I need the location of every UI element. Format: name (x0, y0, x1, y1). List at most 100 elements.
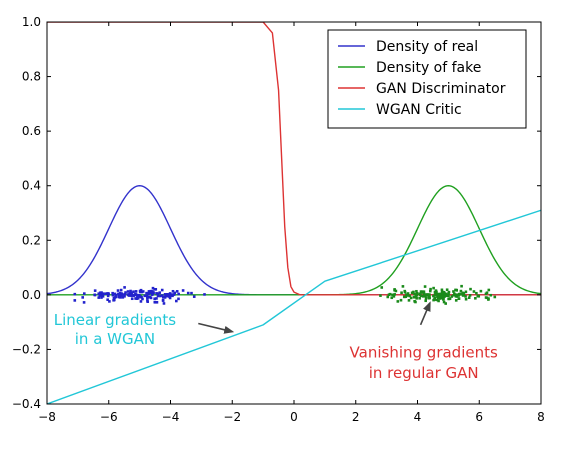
scatter-point (391, 293, 394, 297)
scatter-point (163, 293, 167, 296)
scatter-point (150, 293, 154, 296)
scatter-point (396, 300, 400, 303)
scatter-point (448, 297, 451, 300)
legend-label-density-of-real: Density of real (376, 39, 478, 55)
scatter-point (415, 289, 418, 293)
scatter-point (455, 288, 458, 292)
y-tick-label: 0.6 (22, 124, 41, 138)
scatter-point (423, 285, 427, 288)
scatter-point (113, 292, 117, 296)
scatter-point (443, 295, 446, 298)
scatter-point (166, 294, 170, 298)
scatter-point (162, 295, 166, 299)
scatter-point (165, 294, 168, 297)
annotation-2: Vanishing gradients in regular GAN (350, 301, 498, 382)
scatter-point (93, 293, 97, 297)
scatter-point (426, 293, 430, 296)
scatter-point (380, 286, 384, 289)
scatter-point (402, 295, 406, 299)
scatter-point (461, 294, 465, 297)
scatter-point (415, 294, 419, 297)
scatter-point (114, 295, 118, 299)
scatter-point (171, 289, 175, 293)
scatter-point (403, 290, 407, 294)
scatter-point (152, 291, 155, 294)
scatter-point (433, 290, 437, 294)
scatter-point (467, 296, 471, 299)
y-tick-label: 1.0 (22, 15, 41, 29)
scatter-point (121, 296, 125, 299)
scatter-point (141, 290, 145, 293)
scatter-point (414, 295, 418, 299)
scatter-point (447, 291, 450, 295)
scatter-point (428, 289, 432, 293)
scatter-point (453, 293, 457, 297)
scatter-point (168, 296, 172, 300)
scatter-point (145, 291, 148, 295)
scatter-point (419, 294, 423, 298)
scatter-point (487, 288, 491, 292)
scatter-point (106, 298, 109, 302)
scatter-point (442, 300, 446, 304)
scatter-point (156, 294, 160, 298)
scatter-point (445, 294, 449, 298)
scatter-point (419, 290, 423, 293)
scatter-point (175, 299, 178, 303)
scatter-point (443, 293, 446, 297)
x-tick-label: 8 (537, 410, 545, 424)
scatter-point (112, 298, 115, 302)
scatter-point (432, 294, 435, 298)
scatter-point (409, 296, 413, 300)
scatter-point (438, 297, 441, 300)
annotation-text-line: in a WGAN (75, 330, 155, 348)
scatter-point (141, 297, 144, 301)
scatter-point (111, 291, 114, 295)
scatter-point (162, 302, 166, 305)
scatter-point (126, 290, 130, 293)
scatter-point (459, 289, 463, 293)
scatter-point (124, 291, 127, 294)
scatter-point (122, 293, 125, 296)
scatter-point (425, 293, 428, 296)
scatter-point (136, 293, 140, 297)
annotation-text-line: Vanishing gradients (350, 344, 498, 362)
x-tick-label: 4 (414, 410, 422, 424)
scatter-point (100, 296, 103, 299)
scatter-point (155, 292, 158, 295)
scatter-point (387, 293, 391, 297)
x-tick-label: −8 (38, 410, 56, 424)
scatter-point (150, 290, 154, 294)
scatter-point (73, 299, 77, 302)
scatter-point (428, 296, 431, 300)
scatter-point (447, 294, 450, 297)
scatter-point (444, 302, 447, 305)
scatter-point (436, 295, 439, 298)
scatter-point (461, 291, 464, 295)
series-line-gan-discriminator (47, 22, 541, 296)
scatter-point (401, 285, 405, 288)
scatter-point (146, 300, 149, 303)
scatter-point (123, 292, 127, 296)
legend-label-gan-discriminator: GAN Discriminator (376, 81, 506, 97)
scatter-point (134, 290, 138, 293)
scatter-point (454, 295, 458, 298)
scatter-point (406, 292, 410, 295)
scatter-point (400, 291, 403, 295)
scatter-point (82, 292, 86, 295)
x-tick-label: 2 (352, 410, 360, 424)
plot-area (47, 22, 541, 404)
scatter-point (429, 287, 432, 291)
scatter-point (489, 293, 493, 297)
legend-label-density-of-fake: Density of fake (376, 60, 481, 76)
scatter-point (440, 296, 443, 300)
scatter-point (118, 291, 122, 295)
annotation-arrow (198, 322, 235, 334)
scatter-point (432, 286, 435, 290)
scatter-point (147, 290, 151, 293)
y-tick-label: −0.4 (12, 397, 41, 411)
scatter-point (136, 297, 140, 300)
y-tick-label: 0.0 (22, 288, 41, 302)
scatter-point (437, 299, 440, 303)
scatter-point (477, 295, 480, 298)
scatter-point (100, 291, 103, 294)
